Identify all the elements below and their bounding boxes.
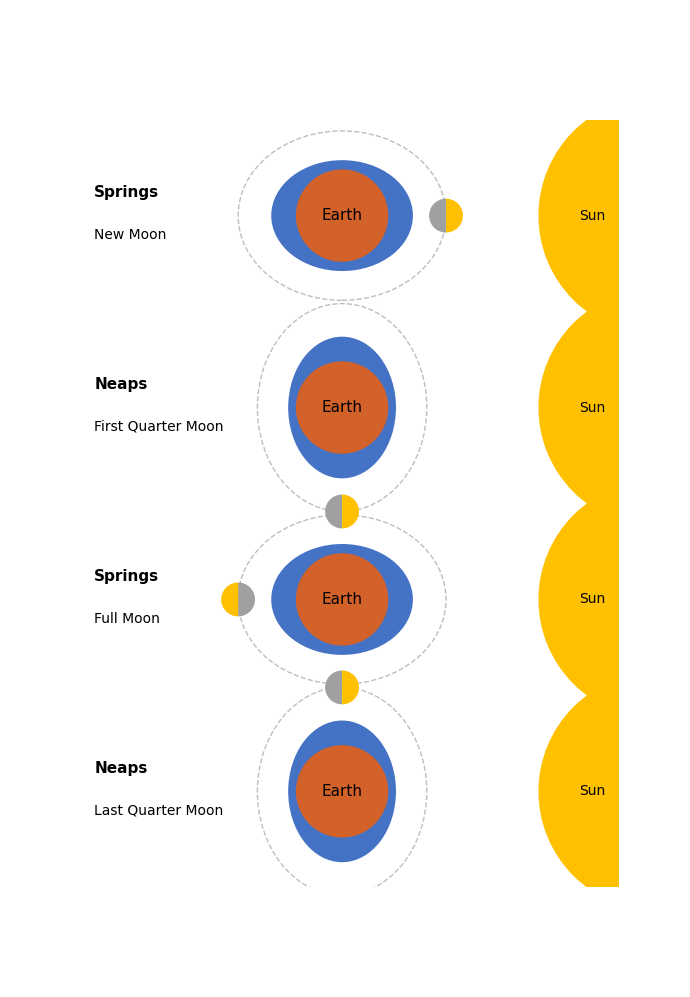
- Text: Neaps: Neaps: [94, 761, 148, 776]
- Ellipse shape: [271, 161, 413, 271]
- Wedge shape: [238, 582, 255, 616]
- Wedge shape: [221, 582, 238, 616]
- Wedge shape: [429, 198, 446, 232]
- Circle shape: [296, 745, 388, 837]
- Text: Sun: Sun: [579, 592, 605, 606]
- Circle shape: [296, 361, 388, 454]
- Text: Springs: Springs: [94, 569, 159, 584]
- Circle shape: [538, 288, 690, 526]
- Wedge shape: [446, 198, 463, 232]
- Circle shape: [538, 97, 690, 335]
- Text: Neaps: Neaps: [94, 377, 148, 392]
- Wedge shape: [325, 670, 342, 704]
- Text: Earth: Earth: [322, 400, 362, 415]
- Circle shape: [296, 553, 388, 646]
- Ellipse shape: [288, 337, 396, 479]
- Text: First Quarter Moon: First Quarter Moon: [94, 420, 224, 434]
- Text: Earth: Earth: [322, 592, 362, 607]
- Text: Sun: Sun: [579, 208, 605, 222]
- Circle shape: [296, 169, 388, 262]
- Ellipse shape: [288, 721, 396, 862]
- Circle shape: [538, 481, 690, 719]
- Text: New Moon: New Moon: [94, 227, 166, 242]
- Ellipse shape: [271, 544, 413, 655]
- Text: Earth: Earth: [322, 784, 362, 799]
- Wedge shape: [342, 670, 359, 704]
- Text: Earth: Earth: [322, 208, 362, 223]
- Wedge shape: [342, 495, 359, 528]
- Text: Sun: Sun: [579, 785, 605, 799]
- Text: Full Moon: Full Moon: [94, 611, 160, 626]
- Circle shape: [538, 672, 690, 910]
- Text: Last Quarter Moon: Last Quarter Moon: [94, 804, 224, 818]
- Wedge shape: [325, 495, 342, 528]
- Text: Springs: Springs: [94, 185, 159, 200]
- Text: Sun: Sun: [579, 401, 605, 415]
